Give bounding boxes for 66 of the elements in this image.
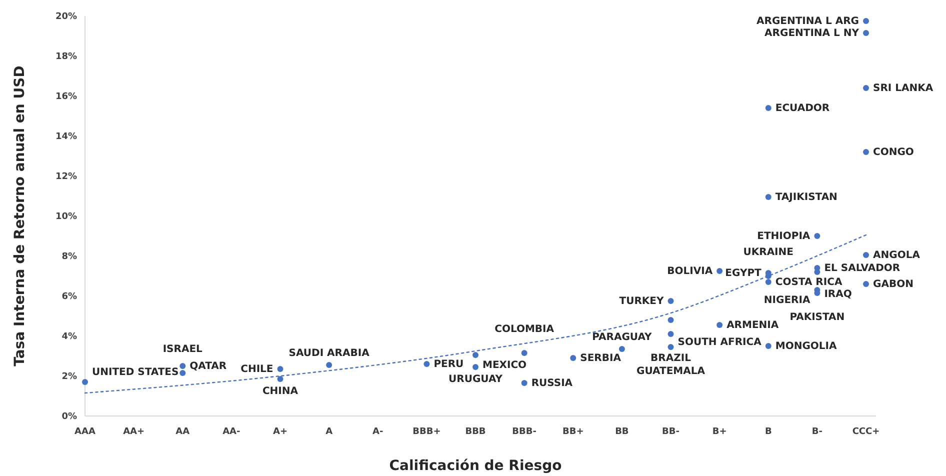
annotation: MONGOLIA bbox=[775, 341, 837, 352]
y-tick-label: 14% bbox=[55, 132, 77, 142]
y-axis-title: Tasa Interna de Retorno anual en USD bbox=[12, 66, 28, 366]
annotation: SOUTH AFRICA bbox=[678, 337, 762, 348]
x-tick-label: BBB bbox=[465, 427, 486, 437]
annotation: QATAR bbox=[190, 361, 227, 372]
annotation: UNITED STATES bbox=[92, 367, 179, 378]
annotation: SAUDI ARABIA bbox=[288, 348, 370, 359]
x-tick-label: AAA bbox=[74, 427, 96, 437]
x-axis-title: Calificación de Riesgo bbox=[389, 458, 562, 474]
y-tick-label: 10% bbox=[55, 212, 77, 222]
annotation: CHILE bbox=[240, 364, 274, 375]
x-tick-label: AA bbox=[176, 427, 190, 437]
annotation: BOLIVIA bbox=[667, 266, 713, 277]
x-tick-label: BBB- bbox=[512, 427, 537, 437]
annotation: SRI LANKA bbox=[873, 83, 934, 94]
x-tick-label: B+ bbox=[712, 427, 727, 437]
annotation: TURKEY bbox=[619, 296, 665, 307]
annotation: MEXICO bbox=[482, 360, 527, 371]
x-tick-label: B- bbox=[812, 427, 823, 437]
annotation: COLOMBIA bbox=[494, 324, 554, 335]
x-tick-label: CCC+ bbox=[852, 427, 880, 437]
annotation: ARGENTINA L ARG bbox=[756, 16, 860, 27]
annotation: CONGO bbox=[873, 147, 914, 158]
annotation: RUSSIA bbox=[531, 378, 573, 389]
x-tick-label: A- bbox=[372, 427, 384, 437]
y-tick-label: 0% bbox=[62, 412, 77, 422]
y-tick-label: 6% bbox=[62, 292, 77, 302]
annotation: PERU bbox=[434, 359, 464, 370]
annotation: NIGERIA bbox=[764, 295, 810, 306]
y-tick-label: 16% bbox=[55, 92, 77, 102]
annotation: UKRAINE bbox=[743, 247, 794, 258]
annotation: ISRAEL bbox=[162, 344, 204, 355]
y-tick-label: 18% bbox=[55, 52, 77, 62]
annotation: ARMENIA bbox=[726, 320, 779, 331]
x-tick-label: BB- bbox=[662, 427, 680, 437]
annotation: ETHIOPIA bbox=[757, 231, 810, 242]
x-tick-label: AA- bbox=[222, 427, 241, 437]
x-tick-label: A bbox=[326, 427, 333, 437]
annotation: URUGUAY bbox=[448, 374, 504, 385]
x-tick-label: BBB+ bbox=[412, 427, 441, 437]
annotation: GABON bbox=[873, 279, 914, 290]
annotation: ECUADOR bbox=[775, 103, 830, 114]
x-tick-label: BB bbox=[615, 427, 629, 437]
annotation: GUATEMALA bbox=[636, 366, 706, 377]
x-tick-label: BB+ bbox=[562, 427, 584, 437]
annotation: CHINA bbox=[262, 386, 298, 397]
y-tick-label: 2% bbox=[62, 372, 77, 382]
annotation: IRAQ bbox=[824, 289, 852, 300]
annotation: BRAZIL bbox=[650, 353, 692, 364]
annotation: COSTA RICA bbox=[775, 277, 842, 288]
x-tick-label: A+ bbox=[272, 427, 288, 437]
annotation: PAKISTAN bbox=[790, 312, 845, 323]
annotation: EL SALVADOR bbox=[824, 263, 900, 274]
annotation: ANGOLA bbox=[873, 250, 920, 261]
annotation: ARGENTINA L NY bbox=[764, 28, 860, 39]
x-tick-label: B bbox=[764, 427, 772, 437]
y-tick-label: 12% bbox=[55, 172, 77, 182]
y-tick-label: 8% bbox=[62, 252, 77, 262]
x-tick-label: AA+ bbox=[123, 427, 145, 437]
y-tick-label: 4% bbox=[62, 332, 77, 342]
annotation: TAJIKISTAN bbox=[775, 192, 838, 203]
y-tick-label: 20% bbox=[55, 12, 77, 22]
annotation: SERBIA bbox=[580, 353, 622, 364]
annotation: EGYPT bbox=[725, 268, 762, 279]
annotation: PARAGUAY bbox=[592, 332, 653, 343]
